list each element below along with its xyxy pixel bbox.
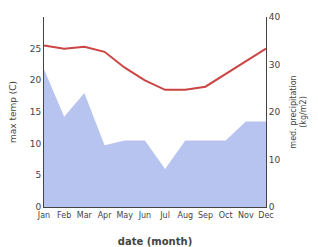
svg-text:10: 10 bbox=[269, 155, 281, 165]
svg-text:15: 15 bbox=[30, 107, 41, 117]
svg-text:Apr: Apr bbox=[98, 211, 113, 220]
svg-text:Nov: Nov bbox=[238, 211, 254, 220]
svg-text:5: 5 bbox=[35, 170, 41, 180]
svg-text:date (month): date (month) bbox=[118, 236, 192, 247]
svg-text:Jul: Jul bbox=[159, 211, 170, 220]
svg-text:20: 20 bbox=[269, 107, 281, 117]
svg-text:25: 25 bbox=[30, 44, 41, 54]
svg-text:Mar: Mar bbox=[77, 211, 93, 220]
svg-text:Feb: Feb bbox=[57, 211, 71, 220]
svg-text:Jun: Jun bbox=[138, 211, 152, 220]
svg-text:30: 30 bbox=[269, 60, 281, 70]
svg-text:Aug: Aug bbox=[177, 211, 193, 220]
svg-text:Jan: Jan bbox=[37, 211, 50, 220]
svg-text:Oct: Oct bbox=[219, 211, 233, 220]
svg-text:Dec: Dec bbox=[258, 211, 273, 220]
svg-text:40: 40 bbox=[269, 12, 281, 22]
svg-text:May: May bbox=[116, 211, 133, 220]
svg-text:0: 0 bbox=[269, 202, 275, 212]
svg-text:20: 20 bbox=[30, 75, 42, 85]
svg-text:max temp (C): max temp (C) bbox=[8, 81, 18, 143]
svg-text:med. precipitation(kg/m2): med. precipitation(kg/m2) bbox=[289, 75, 308, 148]
svg-text:0: 0 bbox=[35, 202, 41, 212]
svg-text:10: 10 bbox=[30, 139, 42, 149]
svg-text:Sep: Sep bbox=[198, 211, 213, 220]
